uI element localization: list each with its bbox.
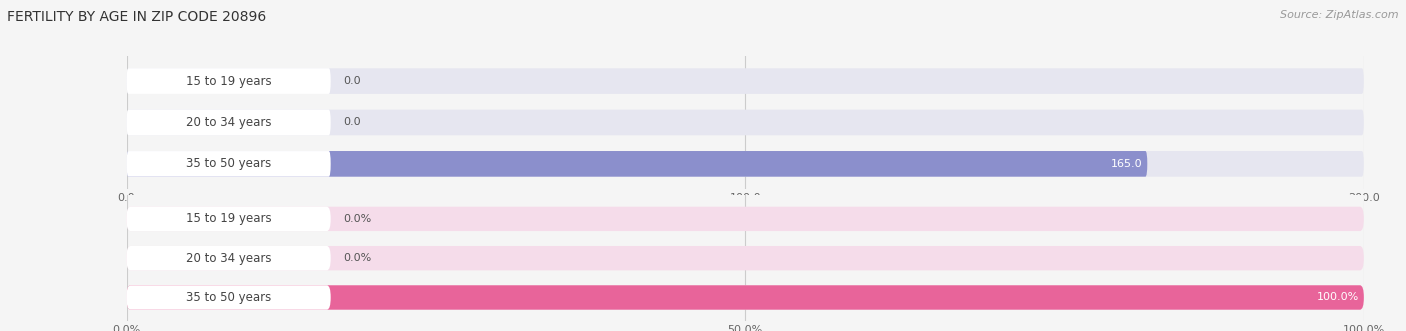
FancyBboxPatch shape <box>127 246 1364 270</box>
Text: 20 to 34 years: 20 to 34 years <box>186 116 271 129</box>
Text: 165.0: 165.0 <box>1111 159 1142 169</box>
FancyBboxPatch shape <box>127 285 1364 310</box>
FancyBboxPatch shape <box>127 68 330 94</box>
Text: 20 to 34 years: 20 to 34 years <box>186 252 271 265</box>
FancyBboxPatch shape <box>127 285 330 310</box>
Text: 0.0: 0.0 <box>343 118 361 127</box>
FancyBboxPatch shape <box>127 110 1364 135</box>
Text: 0.0%: 0.0% <box>343 214 371 224</box>
Text: 15 to 19 years: 15 to 19 years <box>186 74 271 88</box>
FancyBboxPatch shape <box>127 207 330 231</box>
FancyBboxPatch shape <box>127 110 330 135</box>
Text: 100.0%: 100.0% <box>1316 293 1358 303</box>
FancyBboxPatch shape <box>127 246 330 270</box>
Text: 35 to 50 years: 35 to 50 years <box>186 291 271 304</box>
FancyBboxPatch shape <box>127 151 330 177</box>
FancyBboxPatch shape <box>127 151 1364 177</box>
FancyBboxPatch shape <box>127 285 1364 310</box>
FancyBboxPatch shape <box>127 68 1364 94</box>
Text: Source: ZipAtlas.com: Source: ZipAtlas.com <box>1281 10 1399 20</box>
Text: 35 to 50 years: 35 to 50 years <box>186 157 271 170</box>
Text: FERTILITY BY AGE IN ZIP CODE 20896: FERTILITY BY AGE IN ZIP CODE 20896 <box>7 10 266 24</box>
FancyBboxPatch shape <box>127 207 1364 231</box>
Text: 15 to 19 years: 15 to 19 years <box>186 213 271 225</box>
FancyBboxPatch shape <box>127 151 1147 177</box>
Text: 0.0: 0.0 <box>343 76 361 86</box>
Text: 0.0%: 0.0% <box>343 253 371 263</box>
